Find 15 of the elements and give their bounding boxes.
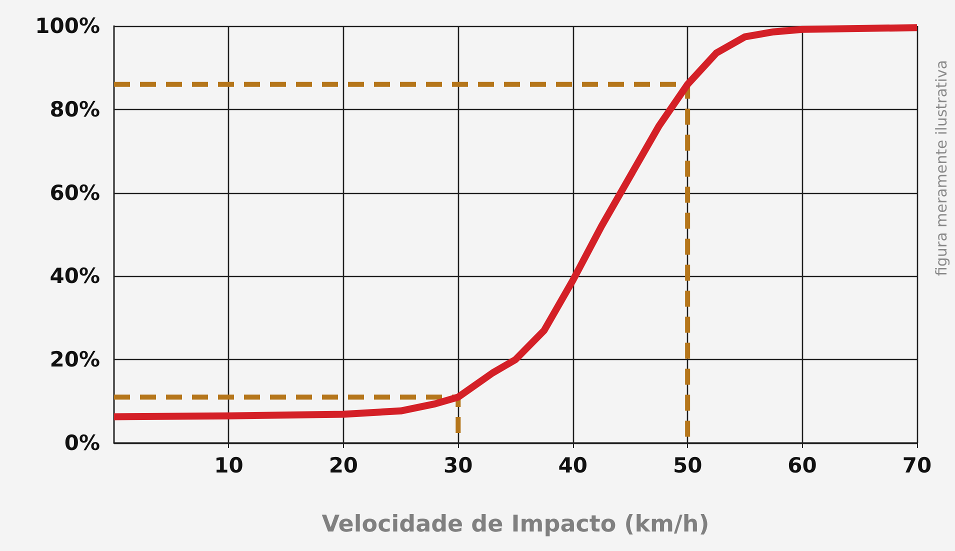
text: figura meramente ilustrativa [932, 60, 950, 276]
x-tick-label: 20 [328, 454, 358, 478]
y-tick-label: 100% [35, 14, 100, 38]
x-tick-label: 60 [788, 454, 817, 478]
x-tick-label: 70 [902, 454, 932, 478]
x-tick-label: 50 [672, 454, 702, 478]
x-tick-label: 40 [558, 454, 588, 478]
x-tick-label: 10 [214, 454, 244, 478]
x-axis-title: Velocidade de Impacto (km/h) [322, 512, 710, 538]
y-tick-label: 20% [50, 348, 100, 372]
y-tick-label: 0% [64, 431, 100, 455]
y-tick-label: 40% [50, 264, 100, 288]
x-tick-label: 30 [444, 454, 473, 478]
y-tick-label: 60% [50, 180, 100, 205]
y-tick-label: 80% [50, 97, 100, 122]
